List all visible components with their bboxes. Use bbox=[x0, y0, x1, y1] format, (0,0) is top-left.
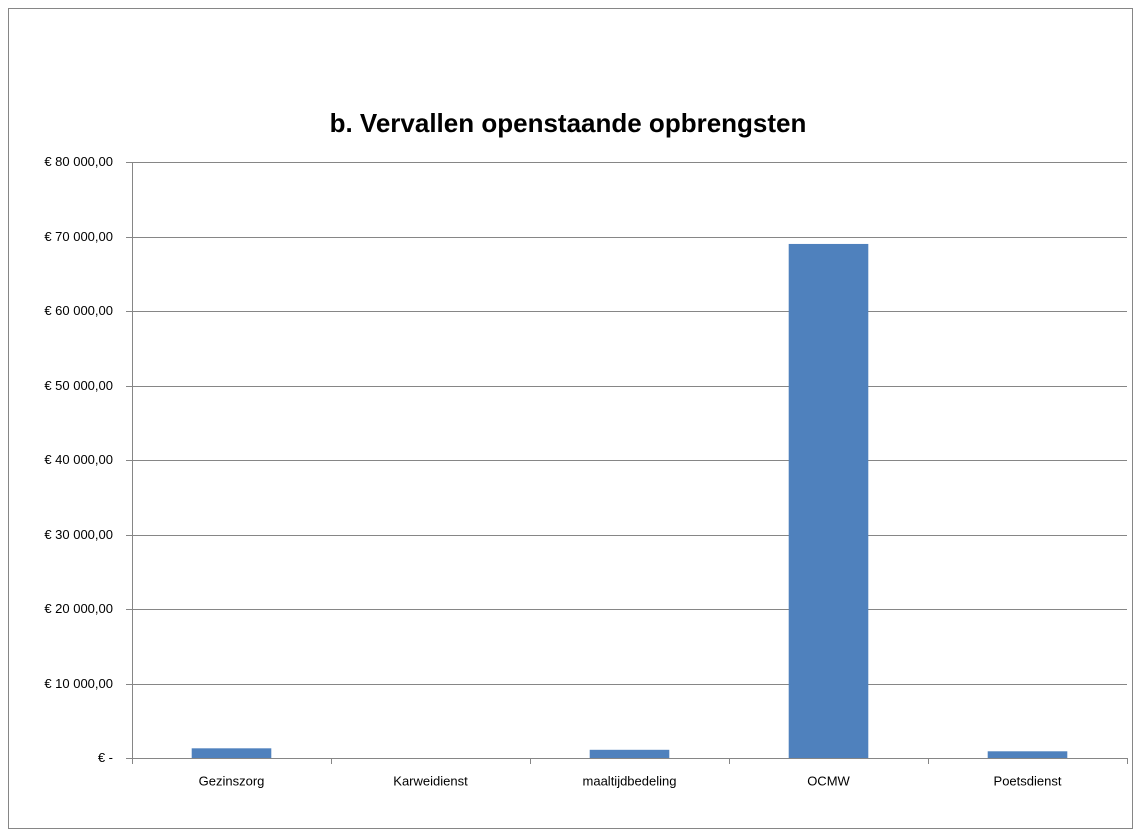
y-tick-label: € 80 000,00 bbox=[44, 154, 113, 169]
y-tick-label: € 20 000,00 bbox=[44, 601, 113, 616]
x-tick-label: Karweidienst bbox=[393, 773, 468, 788]
bar bbox=[788, 243, 869, 758]
y-tick-label: € 30 000,00 bbox=[44, 527, 113, 542]
y-tick-label: € 60 000,00 bbox=[44, 303, 113, 318]
bar bbox=[987, 751, 1068, 758]
bar bbox=[589, 749, 670, 758]
chart-title: b. Vervallen openstaande opbrengsten bbox=[330, 108, 807, 138]
y-tick-label: € - bbox=[98, 750, 113, 765]
x-tick-label: maaltijdbedeling bbox=[583, 773, 677, 788]
y-tick-label: € 50 000,00 bbox=[44, 378, 113, 393]
x-tick-label: Gezinszorg bbox=[199, 773, 265, 788]
y-tick-label: € 70 000,00 bbox=[44, 229, 113, 244]
chart-border bbox=[8, 8, 1133, 829]
y-tick-label: € 10 000,00 bbox=[44, 676, 113, 691]
y-tick-label: € 40 000,00 bbox=[44, 452, 113, 467]
x-tick-label: OCMW bbox=[807, 773, 850, 788]
x-tick-label: Poetsdienst bbox=[994, 773, 1062, 788]
bar bbox=[191, 748, 272, 758]
